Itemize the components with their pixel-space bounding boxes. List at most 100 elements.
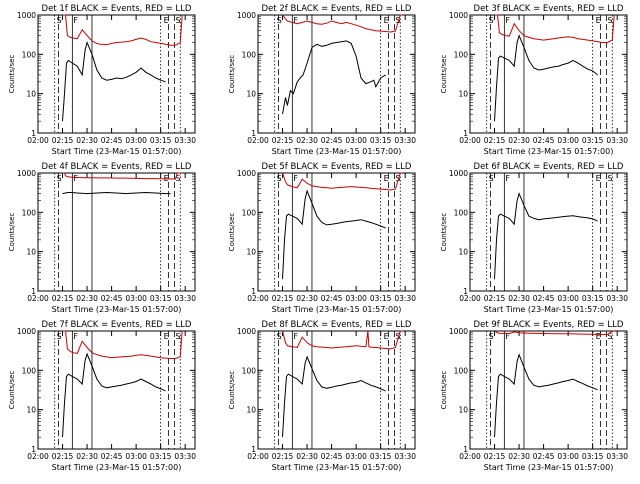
lld-series-line bbox=[494, 14, 615, 43]
x-tick-label: 03:00 bbox=[345, 452, 367, 461]
x-tick-label: 03:15 bbox=[582, 136, 604, 145]
x-tick-label: 02:00 bbox=[459, 452, 481, 461]
plot-frame bbox=[257, 172, 416, 292]
lld-series-line bbox=[494, 330, 615, 336]
lld-series-line bbox=[282, 330, 403, 350]
x-tick-label: 02:45 bbox=[101, 294, 123, 303]
x-axis-label: Start Time (23-Mar-15 01:57:00) bbox=[52, 305, 182, 314]
y-tick-label: 1000 bbox=[449, 169, 468, 178]
x-tick-label: 02:45 bbox=[321, 294, 343, 303]
y-tick-label: 1000 bbox=[17, 11, 36, 20]
x-tick-label: 02:15 bbox=[272, 452, 294, 461]
marker-letter: F bbox=[505, 16, 510, 25]
marker-letter: F bbox=[505, 174, 510, 183]
x-tick-label: 02:30 bbox=[296, 294, 318, 303]
y-tick-label: 1 bbox=[31, 287, 36, 296]
x-axis-label: Start Time (23-Mar-15 01:57:00) bbox=[272, 147, 402, 156]
panel-6: Det 6f BLACK = Events, RED = LLD Counts/s… bbox=[440, 162, 628, 314]
x-tick-label: 03:30 bbox=[606, 136, 628, 145]
x-tick-label: 03:15 bbox=[582, 452, 604, 461]
marker-letter: F bbox=[73, 332, 78, 341]
panel-title: Det 3f BLACK = Events, RED = LLD bbox=[474, 4, 624, 14]
y-tick-label: 1000 bbox=[449, 327, 468, 336]
y-tick-label: 1000 bbox=[237, 11, 256, 20]
x-tick-label: 03:30 bbox=[606, 294, 628, 303]
x-tick-label: 02:30 bbox=[296, 136, 318, 145]
y-axis-label: Counts/sec bbox=[8, 371, 16, 410]
x-tick-label: 02:15 bbox=[484, 452, 506, 461]
x-axis-label: Start Time (23-Mar-15 01:57:00) bbox=[484, 305, 614, 314]
x-tick-label: 03:30 bbox=[394, 452, 416, 461]
marker-letter: E bbox=[596, 332, 601, 341]
x-tick-label: 02:45 bbox=[101, 452, 123, 461]
marker-letter: S bbox=[489, 332, 494, 341]
x-tick-label: 03:30 bbox=[174, 294, 196, 303]
y-tick-label: 10 bbox=[246, 406, 256, 415]
x-axis-label: Start Time (23-Mar-15 01:57:00) bbox=[484, 463, 614, 472]
events-series-line bbox=[282, 189, 386, 280]
y-tick-label: 100 bbox=[454, 366, 469, 375]
marker-letter: E bbox=[384, 332, 389, 341]
x-tick-label: 02:00 bbox=[27, 294, 49, 303]
y-tick-label: 100 bbox=[454, 208, 469, 217]
marker-letter: S bbox=[277, 16, 282, 25]
x-tick-label: 03:00 bbox=[345, 294, 367, 303]
marker-letter: S bbox=[175, 174, 180, 183]
x-tick-label: 03:00 bbox=[557, 294, 579, 303]
plot-frame bbox=[257, 14, 416, 134]
x-tick-label: 03:00 bbox=[125, 136, 147, 145]
plot-frame bbox=[469, 172, 628, 292]
marker-letter: S bbox=[395, 332, 400, 341]
marker-letter: E bbox=[384, 174, 389, 183]
y-tick-label: 10 bbox=[246, 90, 256, 99]
x-axis-label: Start Time (23-Mar-15 01:57:00) bbox=[484, 147, 614, 156]
marker-letter: F bbox=[73, 174, 78, 183]
marker-letter: S bbox=[395, 174, 400, 183]
y-tick-label: 1 bbox=[251, 129, 256, 138]
panel-8: Det 8f BLACK = Events, RED = LLD Counts/s… bbox=[228, 320, 416, 472]
events-series-line bbox=[282, 355, 386, 438]
plot-frame bbox=[37, 172, 196, 292]
marker-letter: S bbox=[57, 332, 62, 341]
panel-3: Det 3f BLACK = Events, RED = LLD Counts/s… bbox=[440, 4, 628, 156]
x-axis-label: Start Time (23-Mar-15 01:57:00) bbox=[272, 463, 402, 472]
y-axis-label: Counts/sec bbox=[8, 55, 16, 94]
x-tick-label: 03:30 bbox=[174, 136, 196, 145]
x-tick-label: 03:00 bbox=[125, 452, 147, 461]
events-series-line bbox=[62, 40, 166, 122]
marker-letter: E bbox=[164, 16, 169, 25]
x-tick-label: 02:45 bbox=[533, 136, 555, 145]
y-tick-label: 1000 bbox=[237, 169, 256, 178]
x-tick-label: 02:15 bbox=[52, 294, 74, 303]
y-tick-label: 100 bbox=[22, 50, 37, 59]
x-tick-label: 03:15 bbox=[370, 136, 392, 145]
events-series-line bbox=[494, 34, 598, 122]
y-tick-label: 1000 bbox=[17, 169, 36, 178]
x-tick-label: 03:30 bbox=[394, 136, 416, 145]
x-tick-label: 03:15 bbox=[582, 294, 604, 303]
y-tick-label: 1 bbox=[31, 445, 36, 454]
y-tick-label: 10 bbox=[458, 248, 468, 257]
lld-series-line bbox=[62, 330, 183, 359]
y-tick-label: 100 bbox=[22, 366, 37, 375]
marker-letter: F bbox=[293, 174, 298, 183]
y-tick-label: 1000 bbox=[17, 327, 36, 336]
events-series-line bbox=[282, 40, 386, 115]
x-tick-label: 03:00 bbox=[557, 136, 579, 145]
y-tick-label: 10 bbox=[246, 248, 256, 257]
y-axis-label: Counts/sec bbox=[228, 213, 236, 252]
y-axis-label: Counts/sec bbox=[228, 371, 236, 410]
panel-title: Det 1f BLACK = Events, RED = LLD bbox=[42, 4, 192, 14]
y-tick-label: 100 bbox=[22, 208, 37, 217]
y-axis-label: Counts/sec bbox=[440, 371, 448, 410]
x-tick-label: 03:30 bbox=[606, 452, 628, 461]
marker-letter: F bbox=[505, 332, 510, 341]
x-tick-label: 02:15 bbox=[272, 136, 294, 145]
y-tick-label: 10 bbox=[26, 248, 36, 257]
panel-2: Det 2f BLACK = Events, RED = LLD Counts/s… bbox=[228, 4, 416, 156]
x-tick-label: 02:00 bbox=[247, 294, 269, 303]
y-tick-label: 1 bbox=[463, 445, 468, 454]
y-tick-label: 10 bbox=[26, 406, 36, 415]
marker-letter: S bbox=[175, 332, 180, 341]
